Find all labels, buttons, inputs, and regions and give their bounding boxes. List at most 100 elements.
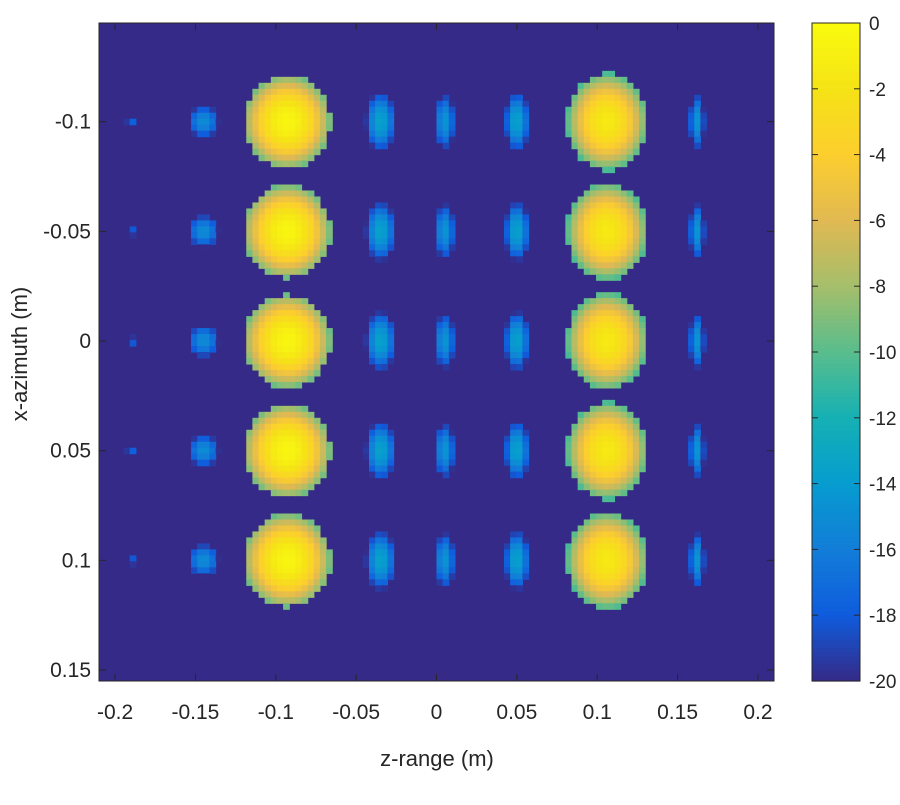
heatmap-cell	[620, 423, 628, 431]
heatmap-cell	[289, 196, 296, 204]
heatmap-cell	[436, 567, 444, 574]
heatmap-cell	[289, 597, 296, 604]
heatmap-cell	[436, 130, 444, 138]
heatmap-cell	[596, 429, 603, 437]
heatmap-cell	[313, 214, 321, 221]
heatmap-cell	[313, 226, 321, 233]
heatmap-cell	[442, 244, 450, 251]
heatmap-cell	[301, 405, 309, 413]
heatmap-cell	[283, 334, 290, 341]
heatmap-cell	[448, 429, 456, 437]
heatmap-cell	[620, 519, 628, 527]
heatmap-cell	[369, 106, 376, 114]
heatmap-cell	[313, 196, 321, 204]
heatmap-cell	[283, 405, 290, 413]
heatmap-cell	[614, 357, 622, 365]
colorbar-tick-label: -8	[869, 277, 886, 298]
heatmap-cell	[283, 112, 290, 120]
heatmap-cell	[571, 208, 579, 216]
heatmap-cell	[583, 202, 591, 210]
heatmap-cell	[295, 579, 303, 586]
heatmap-cell	[614, 148, 622, 156]
heatmap-cell	[283, 555, 290, 562]
heatmap-cell	[442, 322, 450, 329]
heatmap-cell	[301, 298, 309, 305]
heatmap-cell	[191, 441, 198, 449]
heatmap-cell	[577, 591, 585, 598]
heatmap-cell	[571, 471, 579, 479]
colorbar-segment	[812, 64, 860, 69]
heatmap-cell	[589, 525, 597, 533]
heatmap-cell	[387, 244, 395, 251]
heatmap-cell	[632, 142, 640, 150]
heatmap-cell	[614, 322, 622, 329]
heatmap-cell	[571, 94, 579, 102]
heatmap-cell	[632, 477, 640, 485]
heatmap-cell	[375, 357, 382, 365]
heatmap-cell	[301, 489, 309, 497]
heatmap-cell	[209, 112, 217, 120]
heatmap-cell	[319, 220, 327, 227]
heatmap-cell	[608, 363, 616, 371]
heatmap-cell	[326, 567, 333, 574]
heatmap-cell	[246, 579, 254, 586]
heatmap-cell	[688, 226, 695, 233]
colorbar-segment	[812, 261, 860, 267]
heatmap-cell	[620, 226, 628, 233]
heatmap-cell	[577, 465, 585, 473]
heatmap-cell	[258, 148, 266, 156]
heatmap-cell	[596, 304, 603, 311]
heatmap-cell	[258, 202, 266, 210]
heatmap-cell	[276, 597, 284, 604]
heatmap-cell	[589, 238, 597, 245]
heatmap-cell	[191, 106, 198, 114]
heatmap-cell	[510, 459, 517, 467]
heatmap-cell	[442, 531, 450, 539]
heatmap-cell	[289, 106, 296, 114]
heatmap-cell	[632, 208, 640, 216]
heatmap-cell	[626, 441, 634, 449]
heatmap-cell	[448, 244, 456, 251]
heatmap-cell	[252, 567, 260, 574]
heatmap-cell	[381, 573, 389, 580]
heatmap-cell	[608, 202, 616, 210]
heatmap-cell	[307, 250, 315, 257]
heatmap-cell	[276, 567, 284, 574]
heatmap-cell	[614, 489, 622, 497]
heatmap-cell	[283, 459, 290, 467]
heatmap-cell	[387, 549, 395, 556]
heatmap-cell	[203, 543, 211, 550]
heatmap-cell	[700, 220, 708, 227]
colorbar-segment	[812, 401, 860, 407]
heatmap-cell	[688, 435, 695, 443]
heatmap-cell	[295, 160, 303, 168]
colorbar-segment	[812, 537, 860, 542]
heatmap-cell	[295, 363, 303, 371]
heatmap-cell	[602, 310, 609, 317]
heatmap-cell	[283, 591, 290, 598]
heatmap-cell	[577, 94, 585, 102]
heatmap-cell	[516, 94, 524, 102]
heatmap-cell	[602, 591, 609, 598]
heatmap-cell	[583, 573, 591, 580]
heatmap-cell	[571, 256, 579, 263]
colorbar-segment	[812, 203, 860, 209]
heatmap-cell	[608, 340, 616, 347]
heatmap-cell	[129, 555, 137, 562]
heatmap-cell	[626, 136, 634, 144]
heatmap-cell	[626, 459, 634, 467]
heatmap-cell	[215, 340, 223, 347]
heatmap-cell	[264, 585, 272, 592]
heatmap-cell	[319, 453, 327, 461]
heatmap-cell	[258, 346, 266, 353]
heatmap-cell	[626, 585, 634, 592]
heatmap-cell	[632, 310, 640, 317]
heatmap-cell	[626, 579, 634, 586]
heatmap-cell	[504, 238, 511, 245]
heatmap-cell	[602, 537, 609, 545]
colorbar-segment	[812, 265, 860, 271]
heatmap-cell	[602, 244, 609, 251]
heatmap-cell	[583, 214, 591, 221]
heatmap-cell	[620, 310, 628, 317]
heatmap-cell	[620, 459, 628, 467]
